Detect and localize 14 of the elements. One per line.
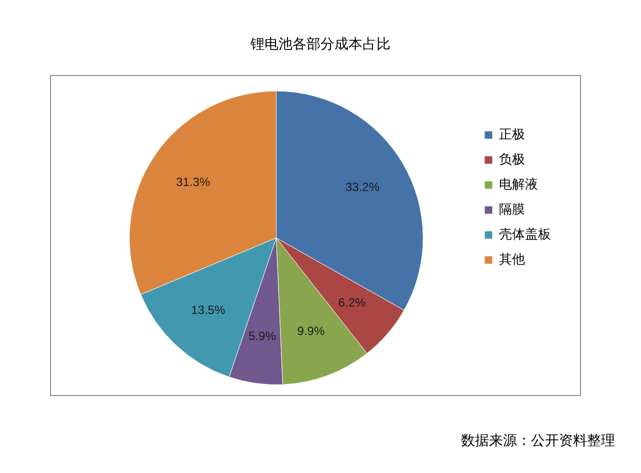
data-label: 33.2% <box>346 180 380 194</box>
data-label: 9.9% <box>297 324 325 338</box>
legend-label: 隔膜 <box>499 202 525 217</box>
data-label: 5.9% <box>248 329 276 344</box>
source-note: 数据来源：公开资料整理 <box>461 432 615 448</box>
legend-label: 负极 <box>499 152 525 167</box>
legend-label: 正极 <box>499 126 525 142</box>
legend-label: 电解液 <box>499 176 538 192</box>
legend-label: 其他 <box>499 252 525 267</box>
data-label: 13.5% <box>191 303 226 318</box>
data-label: 6.2% <box>338 295 366 310</box>
chart-title: 锂电池各部分成本占比 <box>250 35 390 52</box>
data-label: 31.3% <box>176 174 210 189</box>
legend-label: 壳体盖板 <box>499 226 551 242</box>
